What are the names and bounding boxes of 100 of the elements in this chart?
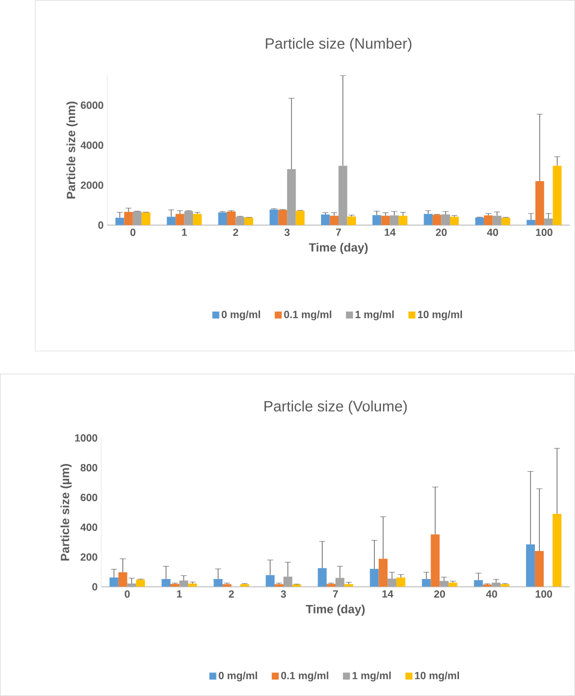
y-axis-title: Particle size (nm)	[66, 102, 78, 198]
bar	[179, 580, 188, 587]
bar	[448, 582, 458, 587]
bar	[184, 211, 193, 226]
bar	[266, 575, 275, 587]
y-tick-label: 6000	[80, 102, 104, 109]
bar	[424, 214, 433, 226]
bar	[278, 210, 288, 226]
bar	[378, 558, 388, 587]
y-tick-label: 4000	[80, 141, 104, 149]
bar	[440, 580, 448, 587]
x-tick-label: 1	[177, 590, 182, 598]
bar	[372, 215, 382, 226]
bar	[124, 212, 133, 226]
bar	[370, 568, 379, 587]
bar	[142, 212, 150, 226]
x-tick-label: 2	[228, 590, 234, 598]
bar	[544, 218, 553, 226]
bar	[501, 218, 510, 226]
bar	[396, 578, 406, 587]
bar	[274, 584, 284, 587]
bar	[287, 169, 296, 226]
bar	[330, 216, 338, 226]
x-axis-title: Time (day)	[306, 604, 365, 616]
bar	[388, 578, 396, 587]
x-tick-label: 0	[130, 228, 136, 236]
bar	[283, 576, 292, 587]
bar	[222, 584, 232, 587]
legend-label: 10 mg/ml	[415, 672, 459, 682]
x-tick-label: 40	[486, 590, 498, 598]
bar	[193, 214, 202, 226]
bar	[109, 578, 118, 587]
x-tick-label: 40	[487, 228, 498, 236]
chart-title: Particle size (Volume)	[264, 400, 407, 414]
bar	[127, 584, 136, 587]
bar	[188, 584, 197, 587]
bar	[492, 582, 501, 587]
bar	[320, 214, 330, 226]
bar	[162, 579, 170, 587]
legend-label: 0 mg/ml	[218, 672, 257, 682]
bar	[552, 514, 562, 587]
x-tick-label: 3	[284, 228, 290, 236]
bar	[484, 215, 493, 226]
bar	[441, 214, 450, 226]
x-tick-label: 14	[384, 228, 396, 236]
bar	[450, 216, 459, 226]
bar	[430, 534, 440, 587]
x-tick-label: 7	[333, 590, 338, 598]
legend-label: 1 mg/ml	[356, 310, 394, 320]
bar	[214, 579, 222, 587]
bar	[270, 210, 278, 226]
x-tick-label: 3	[280, 590, 286, 598]
bar	[338, 166, 348, 226]
bar	[244, 218, 254, 226]
legend-label: 10 mg/ml	[418, 310, 462, 320]
legend-label: 0 mg/ml	[222, 310, 260, 320]
legend-label: 1 mg/ml	[352, 672, 391, 682]
bar	[526, 544, 535, 587]
x-tick-label: 2	[233, 228, 238, 236]
bar	[422, 579, 431, 587]
bar	[526, 220, 536, 226]
y-tick-label: 600	[80, 494, 98, 502]
y-tick-label: 2000	[80, 181, 104, 189]
bar	[226, 212, 236, 226]
bar	[535, 181, 544, 226]
bar	[534, 551, 544, 587]
y-axis-title: Particle size (µm)	[60, 464, 72, 560]
bar	[475, 218, 484, 226]
bar	[318, 568, 327, 587]
x-tick-label: 0	[124, 590, 130, 598]
y-tick-label: 800	[80, 464, 98, 472]
bar	[136, 580, 145, 587]
y-tick-label: 1000	[75, 434, 98, 442]
bar	[347, 216, 356, 226]
x-tick-label: 1	[182, 228, 187, 236]
chart-title: Particle size (Number)	[266, 38, 412, 52]
bar	[432, 214, 442, 226]
bar	[474, 580, 483, 587]
x-axis-title: Time (day)	[308, 242, 368, 254]
y-tick-label: 200	[80, 553, 98, 561]
bar	[552, 166, 562, 226]
bar	[176, 214, 184, 226]
bar	[166, 216, 176, 226]
bar	[240, 584, 250, 587]
x-tick-label: 20	[436, 228, 447, 236]
bar	[132, 212, 142, 226]
bar	[236, 216, 244, 226]
bar	[500, 584, 510, 587]
legend-label: 0.1 mg/ml	[281, 672, 328, 682]
bar	[492, 216, 502, 226]
x-tick-label: 14	[382, 590, 394, 598]
y-tick-label: 0	[92, 583, 98, 590]
x-tick-label: 7	[336, 228, 341, 236]
x-tick-label: 100	[536, 590, 552, 598]
x-tick-label: 100	[536, 228, 552, 236]
legend-label: 0.1 mg/ml	[284, 310, 332, 320]
y-tick-label: 400	[80, 524, 98, 531]
x-tick-label: 20	[434, 590, 445, 598]
bar	[118, 572, 128, 587]
bar	[218, 212, 227, 226]
